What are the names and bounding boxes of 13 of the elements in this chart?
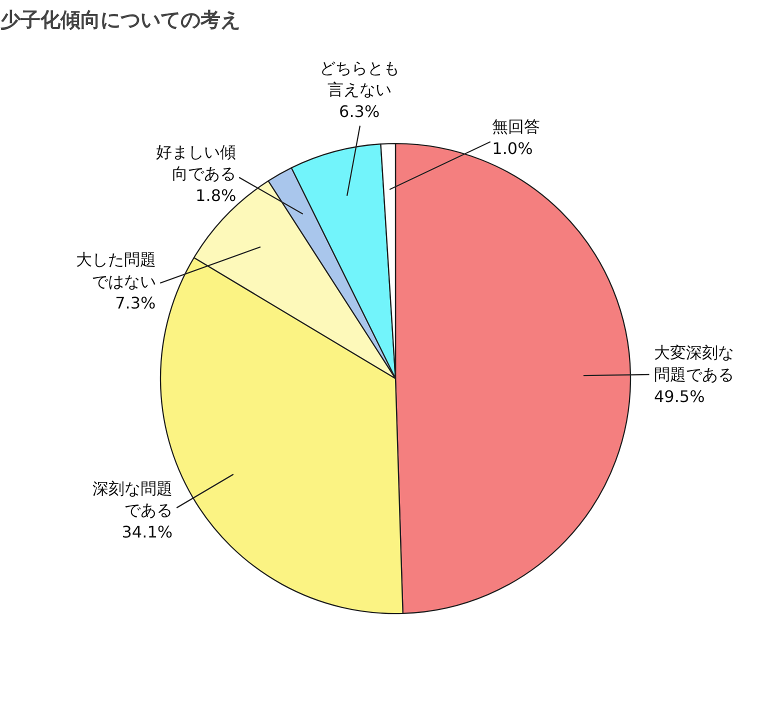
slice-label: 無回答 (492, 116, 540, 136)
slice-label: 大した問題ではない (76, 250, 156, 291)
data-label: 34.1% (122, 522, 173, 542)
data-label: 49.5% (654, 386, 705, 406)
slice-label: 大変深刻な問題である (654, 343, 734, 384)
data-label: 1.0% (492, 138, 533, 158)
slice-label: 好ましい傾向である (156, 142, 236, 184)
data-label: 6.3% (339, 102, 380, 122)
chart-title: 少子化傾向についての考え (0, 8, 240, 32)
data-label: 7.3% (115, 294, 156, 313)
slice-label: どちらとも言えない (319, 58, 400, 100)
data-label: 1.8% (196, 186, 236, 206)
slice-label: 深刻な問題である (92, 478, 173, 520)
